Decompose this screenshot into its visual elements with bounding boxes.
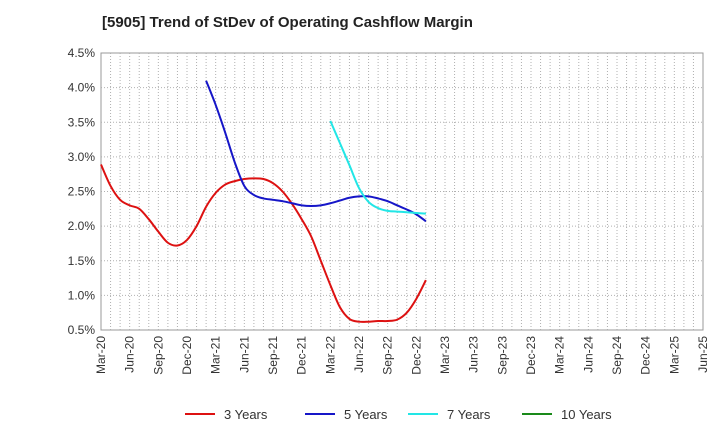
series-layer: [100, 80, 427, 323]
x-tick-label: Mar-24: [553, 336, 567, 374]
y-tick-label: 4.5%: [68, 46, 96, 60]
x-tick-label: Sep-22: [381, 336, 395, 375]
x-tick-label: Jun-23: [467, 336, 481, 373]
y-tick-label: 1.0%: [68, 288, 96, 302]
y-tick-label: 2.0%: [68, 219, 96, 233]
y-tick-label: 4.0%: [68, 81, 96, 95]
x-tick-label: Jun-24: [581, 336, 595, 373]
x-tick-label: Jun-20: [123, 336, 137, 373]
x-tick-label: Dec-24: [639, 336, 653, 375]
x-tick-label: Dec-22: [409, 336, 423, 375]
x-tick-label: Dec-20: [180, 336, 194, 375]
x-tick-label: Mar-23: [438, 336, 452, 374]
x-tick-label: Sep-20: [151, 336, 165, 375]
legend-label-7-years: 7 Years: [447, 407, 491, 422]
x-tick-label: Dec-21: [295, 336, 309, 375]
grid-layer: [100, 52, 704, 331]
legend-layer: 3 Years 5 Years 7 Years 10 Years: [185, 407, 612, 422]
x-tick-label: Mar-25: [667, 336, 681, 374]
x-tick-label: Mar-21: [209, 336, 223, 374]
series-line-3-years: [100, 164, 427, 323]
legend-label-5-years: 5 Years: [344, 407, 388, 422]
y-tick-label: 0.5%: [68, 323, 96, 337]
x-tick-label: Sep-24: [610, 336, 624, 375]
x-tick-label: Jun-22: [352, 336, 366, 373]
x-tick-label: Mar-20: [94, 336, 108, 374]
y-tick-label: 1.5%: [68, 254, 96, 268]
x-tick-label: Jun-21: [237, 336, 251, 373]
y-tick-label: 3.0%: [68, 150, 96, 164]
x-tick-label: Sep-23: [495, 336, 509, 375]
x-tick-label: Dec-23: [524, 336, 538, 375]
x-tick-label: Jun-25: [696, 336, 710, 373]
y-tick-label: 3.5%: [68, 115, 96, 129]
chart-title: [5905] Trend of StDev of Operating Cashf…: [102, 14, 473, 31]
x-tick-label: Sep-21: [266, 336, 280, 375]
y-tick-label: 2.5%: [68, 185, 96, 199]
series-line-7-years: [329, 120, 426, 215]
legend-label-3-years: 3 Years: [224, 407, 268, 422]
legend-label-10-years: 10 Years: [561, 407, 612, 422]
axis-layer: 0.5% 1.0% 1.5% 2.0% 2.5% 3.0% 3.5% 4.0% 4.5% Mar-…: [68, 46, 710, 375]
x-tick-label: Mar-22: [323, 336, 337, 374]
series-line-5-years: [205, 80, 427, 223]
